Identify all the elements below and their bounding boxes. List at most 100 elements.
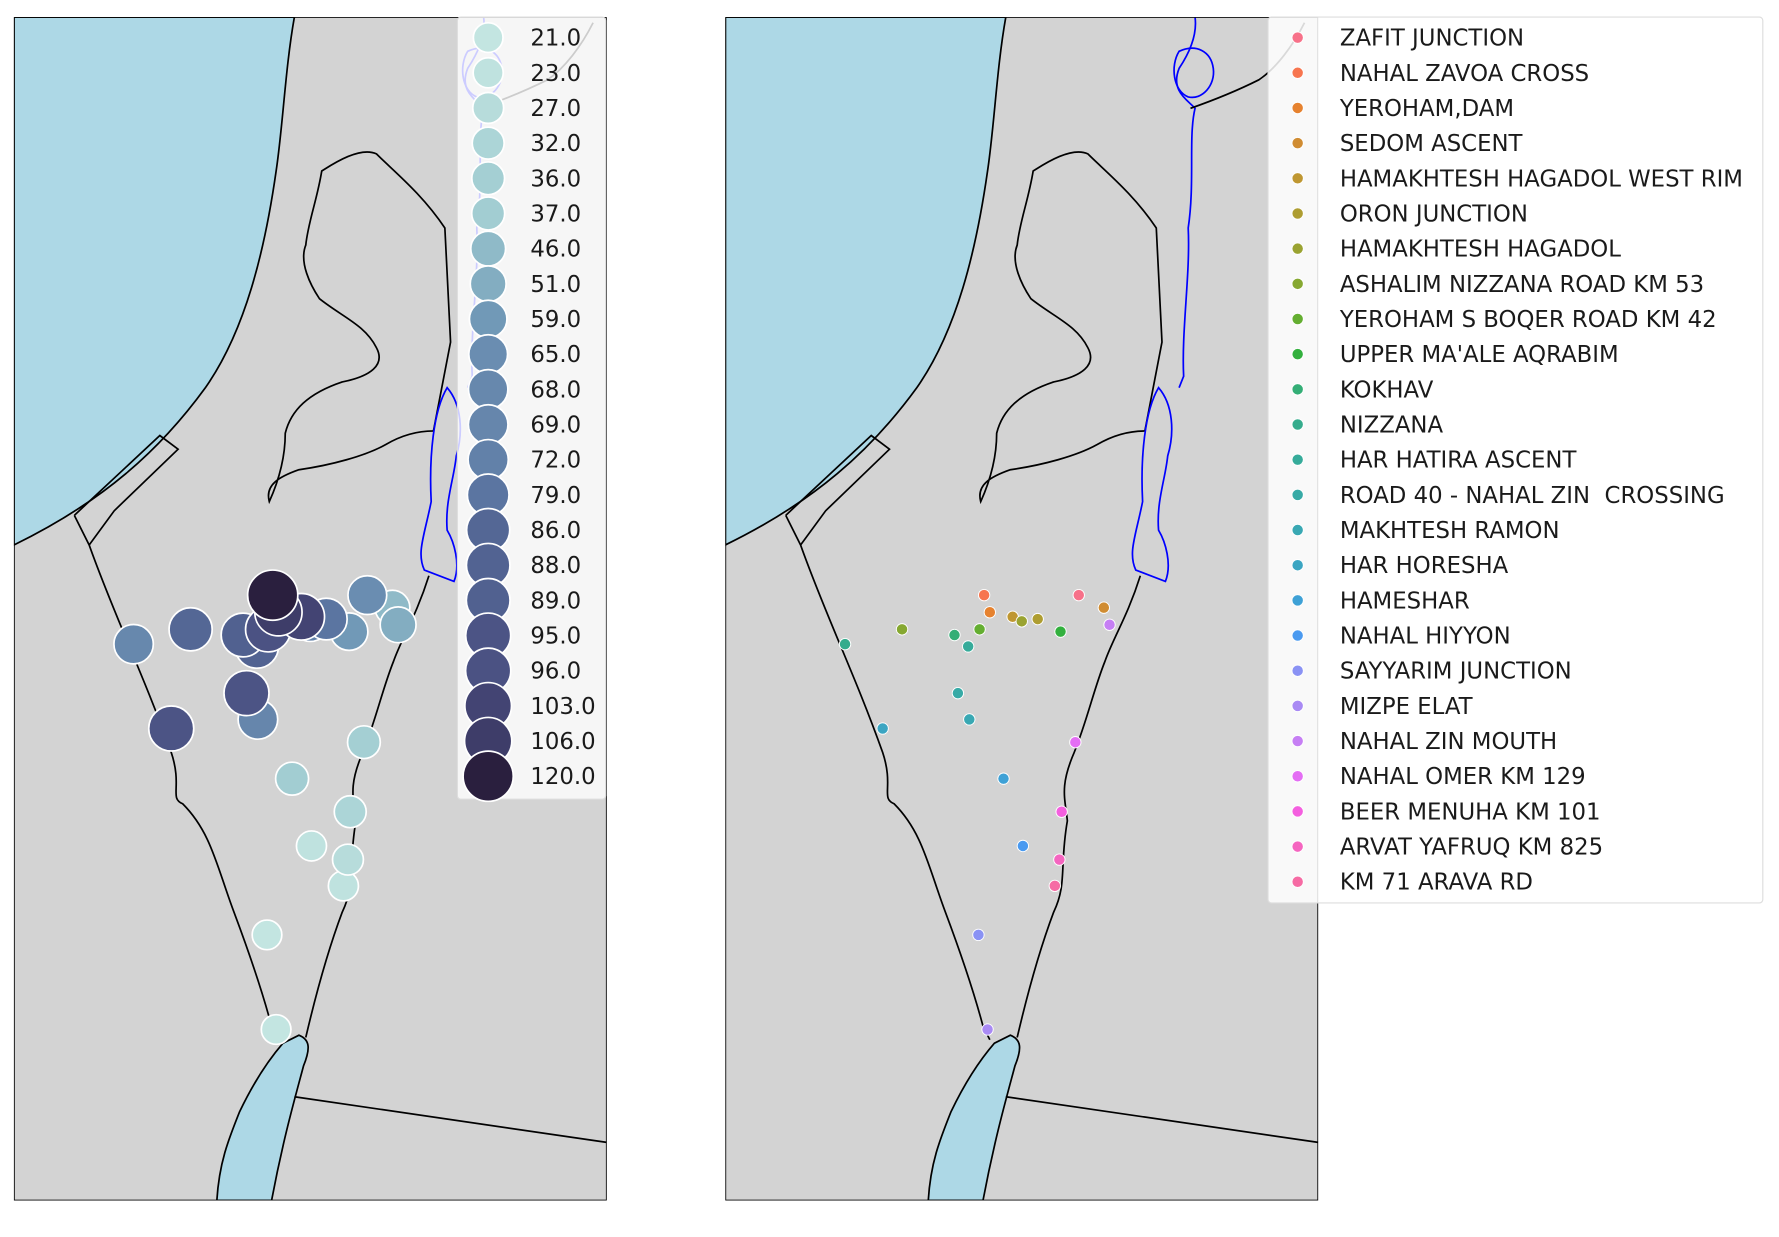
station-marker: [1031, 612, 1044, 626]
legend-marker: [472, 56, 505, 89]
legend-label: HAMAKHTESH HAGADOL: [1340, 237, 1621, 263]
legend-marker: [1291, 523, 1304, 537]
legend-marker: [1291, 664, 1304, 677]
legend-marker: [467, 403, 509, 446]
legend-label: ARVAT YAFRUQ KM 825: [1340, 835, 1603, 861]
legend-label: 120.0: [530, 764, 595, 790]
legend-marker: [469, 230, 507, 267]
legend-label: 23.0: [530, 61, 581, 87]
station-marker: [1054, 625, 1067, 638]
legend-marker: [1291, 312, 1304, 326]
legend-label: KOKHAV: [1340, 377, 1434, 403]
legend-marker: [1291, 453, 1304, 466]
legend-label: 106.0: [530, 729, 595, 755]
legend-marker: [1291, 101, 1304, 115]
legend-label: ROAD 40 - NAHAL ZIN CROSSING: [1340, 483, 1725, 509]
station-marker: [1015, 615, 1028, 628]
legend-marker: [1291, 277, 1304, 290]
size-marker: [147, 705, 195, 752]
legend-marker: [1291, 699, 1304, 713]
legend-marker: [1291, 770, 1304, 783]
legend-marker: [462, 750, 515, 803]
station-marker: [838, 637, 852, 651]
legend-marker: [468, 299, 508, 339]
station-marker: [951, 687, 965, 700]
legend-label: 65.0: [530, 342, 581, 368]
legend-label: 68.0: [530, 377, 581, 403]
station-marker: [876, 722, 889, 735]
legend-label: 95.0: [530, 624, 581, 650]
size-marker: [246, 569, 299, 622]
legend-label: UPPER MA'ALE AQRABIM: [1340, 342, 1619, 368]
right-markers: [838, 588, 1116, 1036]
legend-label: 46.0: [530, 237, 581, 263]
legend-label: MIZPE ELAT: [1340, 694, 1473, 720]
left-map-axes: 21.0 23.0 27.0 32.0 36.0 37.0 46.0 51.0 59.0 65.0…: [13, 16, 607, 1201]
station-marker: [948, 628, 961, 642]
right-map-axes: [725, 17, 1319, 1201]
legend-label: HAMAKHTESH HAGADOL WEST RIM: [1340, 166, 1743, 192]
legend-marker: [1291, 840, 1304, 853]
legend-marker: [470, 161, 506, 196]
legend-marker: [471, 91, 505, 125]
legend-marker: [1291, 418, 1304, 431]
size-marker: [113, 623, 155, 665]
station-marker: [981, 1023, 994, 1036]
station-marker: [997, 772, 1010, 785]
size-marker: [274, 761, 310, 797]
legend-label: HAMESHAR: [1340, 588, 1470, 614]
legend-label: MAKHTESH RAMON: [1340, 518, 1560, 544]
station-marker: [1016, 839, 1030, 853]
station-marker: [973, 623, 986, 636]
left-markers: [113, 569, 417, 1046]
legend-marker: [471, 126, 506, 160]
size-marker: [327, 869, 360, 902]
station-marker: [962, 640, 975, 653]
size-marker: [223, 669, 270, 717]
legend-label: ZAFIT JUNCTION: [1340, 26, 1524, 52]
legend-label: NAHAL OMER KM 129: [1340, 764, 1586, 790]
legend-label: 88.0: [530, 553, 581, 579]
legend-label: BEER MENUHA KM 101: [1340, 799, 1601, 825]
legend-label: ASHALIM NIZZANA ROAD KM 53: [1340, 272, 1704, 298]
size-marker: [295, 830, 328, 862]
legend-label: YEROHAM,DAM: [1339, 96, 1514, 122]
legend-marker: [1291, 805, 1304, 818]
legend-label: NAHAL ZIN MOUTH: [1340, 729, 1557, 755]
legend-label: 103.0: [530, 694, 595, 720]
legend-marker: [1291, 875, 1304, 888]
legend-label: 37.0: [530, 201, 581, 227]
legend-label: HAR HORESHA: [1340, 553, 1509, 579]
legend-label: 59.0: [530, 307, 581, 333]
legend-label: 21.0: [530, 26, 581, 52]
legend-marker: [1291, 136, 1304, 150]
legend-marker: [1291, 66, 1304, 79]
legend-label: 51.0: [530, 272, 581, 298]
legend-marker: [467, 333, 509, 375]
legend-marker: [469, 265, 507, 303]
legend-label: HAR HATIRA ASCENT: [1340, 448, 1577, 474]
legend-marker: [1291, 594, 1304, 607]
size-marker: [168, 606, 214, 652]
station-marker: [1069, 736, 1082, 749]
legend-marker: [470, 196, 506, 231]
legend-label: 36.0: [530, 166, 581, 192]
legend-label: 72.0: [530, 448, 581, 474]
station-marker: [1072, 588, 1085, 602]
legend-label: 79.0: [530, 483, 581, 509]
legend-label: NAHAL ZAVOA CROSS: [1340, 61, 1589, 87]
legend-marker: [1291, 629, 1304, 642]
station-marker: [895, 623, 909, 636]
size-marker: [346, 724, 382, 760]
size-marker: [260, 1013, 292, 1046]
right-legend: ZAFIT JUNCTION NAHAL ZAVOA CROSS YEROHAM,D…: [1267, 16, 1764, 904]
size-marker: [347, 574, 388, 616]
legend-label: 96.0: [530, 659, 581, 685]
legend-label: 69.0: [530, 412, 581, 438]
legend-label: YEROHAM S BOQER ROAD KM 42: [1339, 307, 1717, 333]
right-legend-box: [1267, 16, 1764, 904]
size-marker: [379, 605, 417, 644]
left-legend: 21.0 23.0 27.0 32.0 36.0 37.0 46.0 51.0 59.0 65.0…: [456, 16, 607, 803]
station-marker: [977, 588, 991, 602]
